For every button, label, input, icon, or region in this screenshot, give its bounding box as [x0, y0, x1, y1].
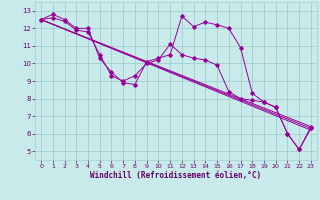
X-axis label: Windchill (Refroidissement éolien,°C): Windchill (Refroidissement éolien,°C) — [91, 171, 261, 180]
